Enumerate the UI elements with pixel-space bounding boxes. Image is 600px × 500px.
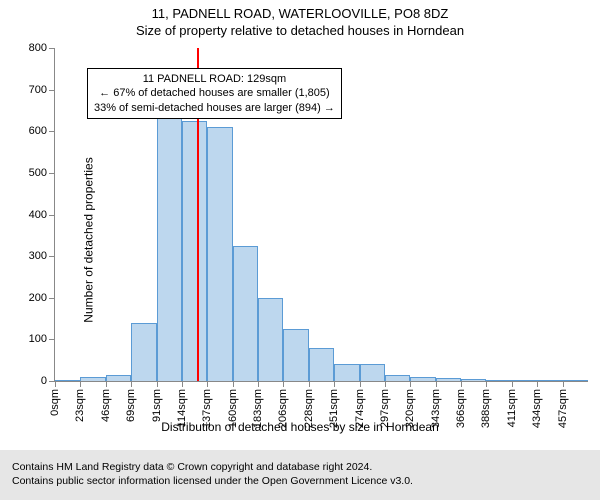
title-line-2: Size of property relative to detached ho… [0,23,600,38]
y-tick [49,339,55,340]
bar [385,375,410,381]
bar [461,379,486,381]
bar [334,364,359,381]
x-tick [80,381,81,387]
bar [410,377,435,381]
x-tick [334,381,335,387]
bar [309,348,334,381]
x-tick [309,381,310,387]
x-tick-label: 23sqm [74,389,86,422]
y-tick [49,256,55,257]
x-tick [182,381,183,387]
x-tick [537,381,538,387]
x-tick-label: 0sqm [49,389,61,416]
y-tick-label: 200 [29,292,47,304]
x-tick [131,381,132,387]
x-tick [563,381,564,387]
x-tick [157,381,158,387]
bar [360,364,385,381]
x-tick-label: 91sqm [151,389,163,422]
bar [258,298,283,381]
plot-region: 01002003004005006007008000sqm23sqm46sqm6… [54,48,588,382]
annotation-line-3: 33% of semi-detached houses are larger (… [94,101,335,115]
bar [182,121,207,381]
y-tick-label: 600 [29,125,47,137]
annotation-line-2: ← 67% of detached houses are smaller (1,… [94,86,335,100]
x-tick [360,381,361,387]
x-tick [283,381,284,387]
y-tick [49,298,55,299]
y-tick [49,48,55,49]
x-tick-label: 69sqm [125,389,137,422]
chart-area: Number of detached properties 0100200300… [0,42,600,438]
x-tick [436,381,437,387]
y-tick-label: 100 [29,333,47,345]
chart-title-block: 11, PADNELL ROAD, WATERLOOVILLE, PO8 8DZ… [0,0,600,38]
bar [106,375,131,381]
y-tick-label: 800 [29,42,47,54]
x-tick [486,381,487,387]
bar [436,378,461,381]
x-tick [233,381,234,387]
bar [283,329,308,381]
x-tick [258,381,259,387]
y-tick-label: 700 [29,84,47,96]
y-tick-label: 0 [41,375,47,387]
x-tick [207,381,208,387]
footer-line-1: Contains HM Land Registry data © Crown c… [12,460,588,474]
y-tick [49,215,55,216]
y-tick-label: 300 [29,250,47,262]
title-line-1: 11, PADNELL ROAD, WATERLOOVILLE, PO8 8DZ [0,6,600,21]
bar [486,380,511,381]
y-tick [49,173,55,174]
x-axis-label: Distribution of detached houses by size … [0,420,600,434]
annotation-box: 11 PADNELL ROAD: 129sqm← 67% of detached… [87,68,342,119]
x-tick [512,381,513,387]
annotation-line-1: 11 PADNELL ROAD: 129sqm [94,72,335,86]
bar [157,117,182,381]
x-tick [410,381,411,387]
footer-line-2: Contains public sector information licen… [12,474,588,488]
bar [233,246,258,381]
y-tick [49,90,55,91]
footer: Contains HM Land Registry data © Crown c… [0,450,600,500]
x-tick-label: 46sqm [100,389,112,422]
bar [131,323,156,381]
x-tick [106,381,107,387]
y-tick-label: 500 [29,167,47,179]
y-tick [49,131,55,132]
bar [537,380,562,381]
bar [55,380,80,381]
bar [207,127,232,381]
y-tick-label: 400 [29,209,47,221]
x-tick [461,381,462,387]
bar [80,377,105,381]
x-tick [385,381,386,387]
x-tick [55,381,56,387]
bar [563,380,588,381]
bar [512,380,537,381]
